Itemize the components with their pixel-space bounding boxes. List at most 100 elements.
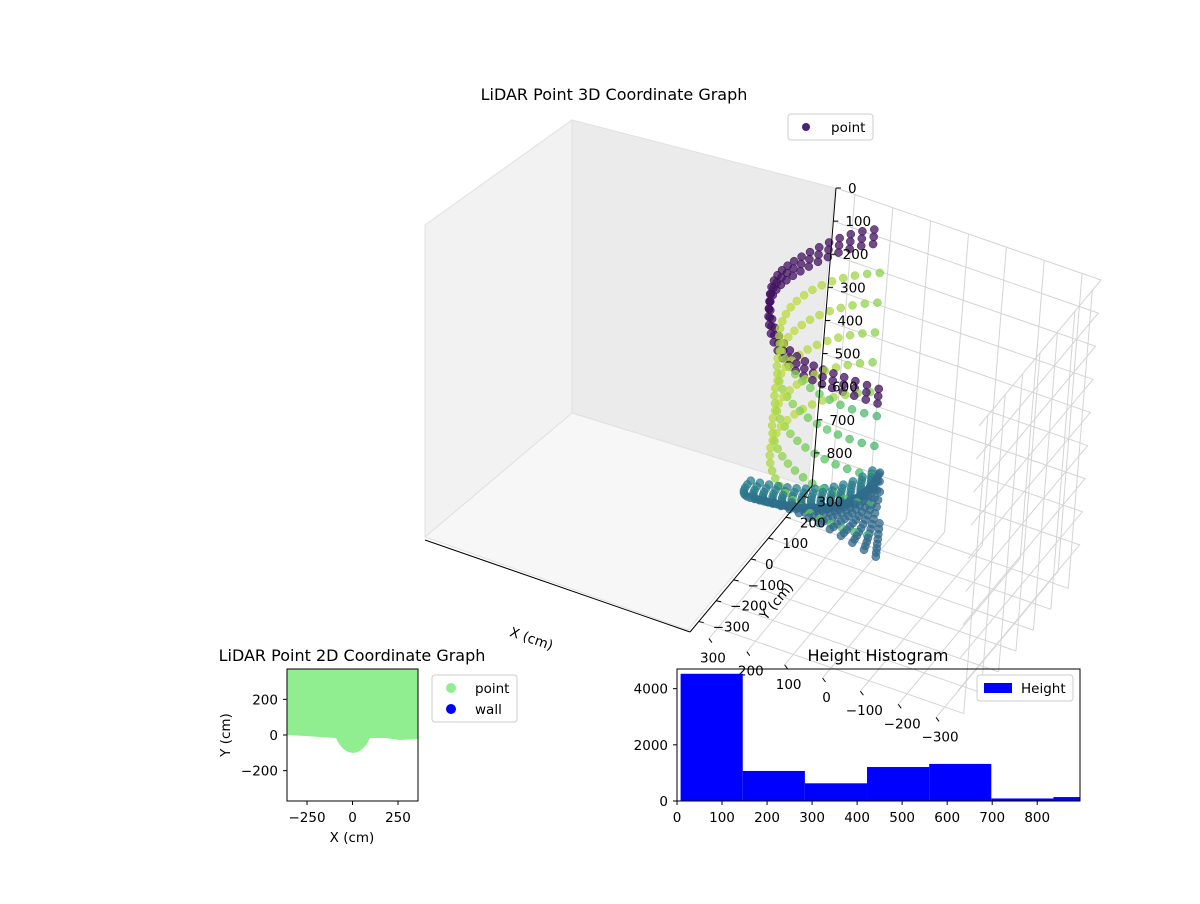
lidar-point [768, 429, 777, 438]
lidar-point [814, 518, 824, 528]
lidar-point [770, 436, 779, 446]
grid-line [833, 220, 1100, 460]
grid-line [944, 233, 969, 533]
lidar-point [776, 422, 786, 431]
legend-hist-label: Height [1021, 681, 1066, 697]
x-tick-label: 200 [738, 664, 764, 680]
lidar-point [775, 331, 784, 341]
lidar-point [803, 345, 812, 354]
y-tick-mark [750, 558, 757, 561]
z-axis-line [811, 187, 837, 487]
grid-3d [698, 187, 1102, 718]
legend-hist-marker [984, 683, 1012, 693]
x-tick-label: 200 [754, 810, 780, 826]
grid-line [1067, 290, 1093, 589]
lidar-point [770, 399, 780, 408]
y-tick-label: 100 [782, 536, 808, 552]
lidar-point [814, 250, 823, 259]
lidar-point [825, 395, 834, 404]
grid-line [1050, 311, 1076, 610]
x-tick-label: 250 [385, 810, 411, 826]
lidar-point [857, 438, 867, 448]
y-tick-label: −200 [241, 764, 278, 780]
lidar-point [788, 399, 798, 409]
histogram-title: Height Histogram [808, 646, 949, 665]
lidar-point [790, 326, 799, 336]
grid-line [819, 386, 1086, 625]
x-tick-mark [746, 651, 751, 657]
lidar-point [870, 441, 879, 451]
x-tick-mark [897, 703, 902, 709]
legend-3d-box [787, 113, 874, 141]
lidar-point [833, 430, 843, 439]
lidar-point [848, 538, 857, 547]
lidar-point [767, 466, 777, 476]
plot-2d: LiDAR Point 2D Coordinate Graph −250 0 250… [218, 646, 518, 846]
lidar-point [796, 259, 806, 269]
lidar-point [845, 244, 854, 254]
y-tick-mark [716, 600, 722, 603]
x-tick-label: −300 [922, 729, 959, 745]
x-tick-label: 300 [700, 651, 726, 667]
lidar-point [845, 434, 854, 444]
lidar-point [790, 410, 799, 419]
lidar-point [870, 225, 879, 234]
histogram-bar [867, 767, 930, 801]
lidar-point [842, 464, 852, 474]
grid-line [817, 419, 1084, 659]
lidar-point [835, 233, 844, 243]
lidar-point [859, 545, 869, 555]
lidar-point [765, 458, 775, 468]
histogram-bar [804, 783, 868, 801]
lidar-point [772, 361, 782, 371]
lidar-point [846, 229, 856, 239]
lidar-point [843, 360, 852, 370]
x-tick-mark [822, 677, 826, 683]
lidar-point [790, 466, 800, 475]
lidar-point [781, 362, 791, 372]
lidar-point [856, 241, 866, 251]
lidar-point [875, 268, 885, 278]
lidar-point [814, 243, 824, 252]
lidar-point [869, 232, 878, 242]
x-tick-label: 0 [348, 810, 357, 826]
grid-line [1019, 260, 1045, 559]
lidar-point [850, 271, 860, 280]
lidar-point [786, 429, 795, 439]
grid-line [830, 253, 1097, 493]
lidar-point [862, 269, 872, 279]
lidar-point [818, 372, 827, 382]
y-tick-label: −200 [730, 599, 767, 615]
grid-line [1032, 332, 1058, 631]
y-tick-mark [768, 537, 774, 540]
x-tick-mark [708, 638, 713, 643]
lidar-point [792, 380, 802, 389]
z-tick-label: 500 [835, 347, 861, 363]
y-tick-label: 200 [252, 692, 278, 708]
x-tick-label: 300 [799, 810, 825, 826]
grid-line [825, 319, 1092, 559]
lidar-point [794, 508, 804, 518]
legend-hist: Height [976, 674, 1074, 702]
lidar-point [805, 255, 814, 264]
lidar-point [874, 384, 884, 394]
histogram-frame [676, 668, 1081, 802]
grid-line [784, 518, 908, 666]
lidar-point [812, 340, 822, 350]
x-tick-label: −100 [846, 703, 883, 719]
x-tick-mark [859, 690, 864, 696]
lidar-point [862, 388, 871, 397]
lidar-point [778, 316, 787, 326]
lidar-point [857, 234, 867, 243]
x-tick-mark [784, 664, 789, 670]
legend-2d-wall-label: wall [475, 702, 502, 718]
y-tick-mark [698, 621, 704, 624]
lidar-point [800, 364, 809, 373]
lidar-point [768, 413, 778, 423]
plot-2d-ylabel: Y (cm) [218, 713, 234, 758]
lidar-point [858, 329, 867, 338]
lidar-point [797, 320, 806, 330]
histogram-bar [991, 798, 1054, 801]
lidar-point [823, 336, 832, 346]
legend-hist-box [976, 674, 1074, 702]
